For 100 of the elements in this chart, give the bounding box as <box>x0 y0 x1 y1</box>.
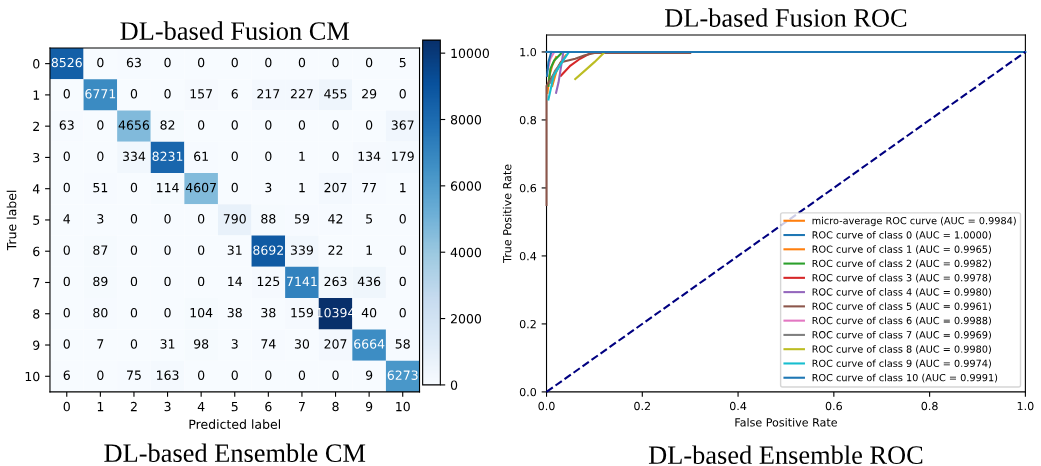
data-label: 179 <box>392 151 414 162</box>
data-label: 98 <box>193 339 209 349</box>
data-label: 0 <box>164 245 171 255</box>
data-label: 163 <box>157 370 179 380</box>
data-label: 114 <box>157 183 179 193</box>
data-label: 89 <box>93 276 108 287</box>
data-label: 63 <box>59 120 74 130</box>
data-label: 0 <box>231 151 238 162</box>
data-label: 0 <box>63 89 70 99</box>
color-bar-label: 2000 <box>450 314 482 324</box>
data-label: 7 <box>97 339 104 349</box>
x-tick-label: 1.0 <box>1017 401 1034 411</box>
data-label: 31 <box>160 339 175 349</box>
x-tick-label: 0 <box>63 401 70 412</box>
data-label: 4607 <box>185 182 216 193</box>
y-axis-title: True label <box>6 190 17 251</box>
data-label: 6 <box>231 89 238 99</box>
x-tick-label: 9 <box>365 401 373 412</box>
data-label: 1 <box>299 183 305 193</box>
data-label: 0 <box>97 151 104 162</box>
data-label: 0 <box>265 120 272 130</box>
data-label: 0 <box>198 276 205 287</box>
chart-title: DL-based Fusion CM <box>120 21 350 40</box>
data-label: 1 <box>299 151 305 161</box>
data-label: 0 <box>399 307 406 318</box>
data-label: 30 <box>294 339 310 349</box>
data-label: 0 <box>198 370 205 380</box>
data-label: 0 <box>130 276 138 287</box>
data-label: 0 <box>332 57 339 68</box>
y-tick-label: 1 <box>33 90 40 100</box>
data-label: 104 <box>190 307 213 318</box>
x-tick-label: 4 <box>197 402 205 412</box>
data-label: 9 <box>365 370 373 380</box>
data-label: 6664 <box>354 339 385 349</box>
data-label: 0 <box>130 339 138 349</box>
x-tick-label: 5 <box>231 402 238 412</box>
data-label: 0 <box>198 245 205 255</box>
data-label: 0 <box>365 57 373 68</box>
y-tick-label: 1.0 <box>520 47 537 57</box>
y-tick-label: 0 <box>33 59 40 69</box>
y-tick-label: 0.0 <box>519 387 537 397</box>
data-label: 0 <box>63 307 70 318</box>
y-tick-label: 4 <box>32 184 40 194</box>
data-label: 0 <box>265 151 272 162</box>
data-label: 0 <box>298 120 306 130</box>
data-label: 88 <box>261 214 276 224</box>
data-label: 0 <box>130 307 138 318</box>
data-label: 0 <box>130 214 138 224</box>
legend-label: ROC curve of class 5 (AUC = 0.9961) <box>812 302 991 312</box>
data-label: 227 <box>290 89 313 99</box>
y-tick-label: 0.2 <box>519 319 536 329</box>
data-label: 0 <box>231 120 238 130</box>
y-tick-label: 9 <box>33 340 40 350</box>
data-label: 80 <box>93 307 108 318</box>
data-label: 31 <box>227 245 242 255</box>
legend-label: ROC curve of class 6 (AUC = 0.9988) <box>812 316 991 326</box>
data-label: 0 <box>97 57 104 68</box>
data-label: 157 <box>190 89 213 99</box>
y-tick-label: 7 <box>33 278 40 288</box>
data-label: 0 <box>130 182 138 193</box>
data-label: 0 <box>97 120 104 130</box>
data-label: 0 <box>130 245 138 255</box>
y-tick-label: 0.4 <box>519 251 537 261</box>
data-label: 58 <box>395 339 410 349</box>
data-label: 0 <box>231 182 238 193</box>
data-label: 14 <box>228 276 242 286</box>
data-label: 0 <box>265 370 272 380</box>
data-label: 334 <box>122 151 146 162</box>
color-bar-label: 8000 <box>450 114 482 125</box>
data-label: 8692 <box>253 245 283 255</box>
data-label: 1 <box>400 183 406 193</box>
color-bar-label: 10000 <box>451 48 489 59</box>
y-tick-label: 0.8 <box>519 115 537 125</box>
x-tick-label: 1 <box>97 402 104 412</box>
data-label: 75 <box>127 370 141 380</box>
data-label: 82 <box>160 120 175 130</box>
y-tick-label: 3 <box>33 152 40 163</box>
x-tick-label: 0.0 <box>538 401 555 411</box>
x-tick-label: 10 <box>396 401 410 412</box>
chart-title: DL-based Fusion ROC <box>665 8 907 27</box>
data-label: 42 <box>328 214 343 224</box>
data-label: 8231 <box>152 151 183 162</box>
data-label: 59 <box>294 214 310 224</box>
legend-label: ROC curve of class 3 (AUC = 0.9978) <box>812 273 991 283</box>
data-label: 134 <box>358 151 381 162</box>
data-label: 51 <box>93 183 108 193</box>
data-label: 0 <box>298 57 306 68</box>
data-label: 159 <box>291 307 313 318</box>
legend-label: ROC curve of class 1 (AUC = 0.9965) <box>812 245 991 254</box>
data-label: 3 <box>97 214 104 224</box>
legend-label: micro-average ROC curve (AUC = 0.9984) <box>812 216 1016 227</box>
data-label: 263 <box>324 276 347 287</box>
x-tick-label: 6 <box>265 401 272 412</box>
data-label: 0 <box>97 370 104 380</box>
data-label: 1 <box>366 245 372 255</box>
x-tick-label: 3 <box>164 401 171 412</box>
data-label: 0 <box>63 276 70 287</box>
x-tick-label: 0.6 <box>825 401 842 411</box>
text: DL-based Ensemble ROC <box>648 445 923 465</box>
data-label: 5 <box>366 214 373 224</box>
